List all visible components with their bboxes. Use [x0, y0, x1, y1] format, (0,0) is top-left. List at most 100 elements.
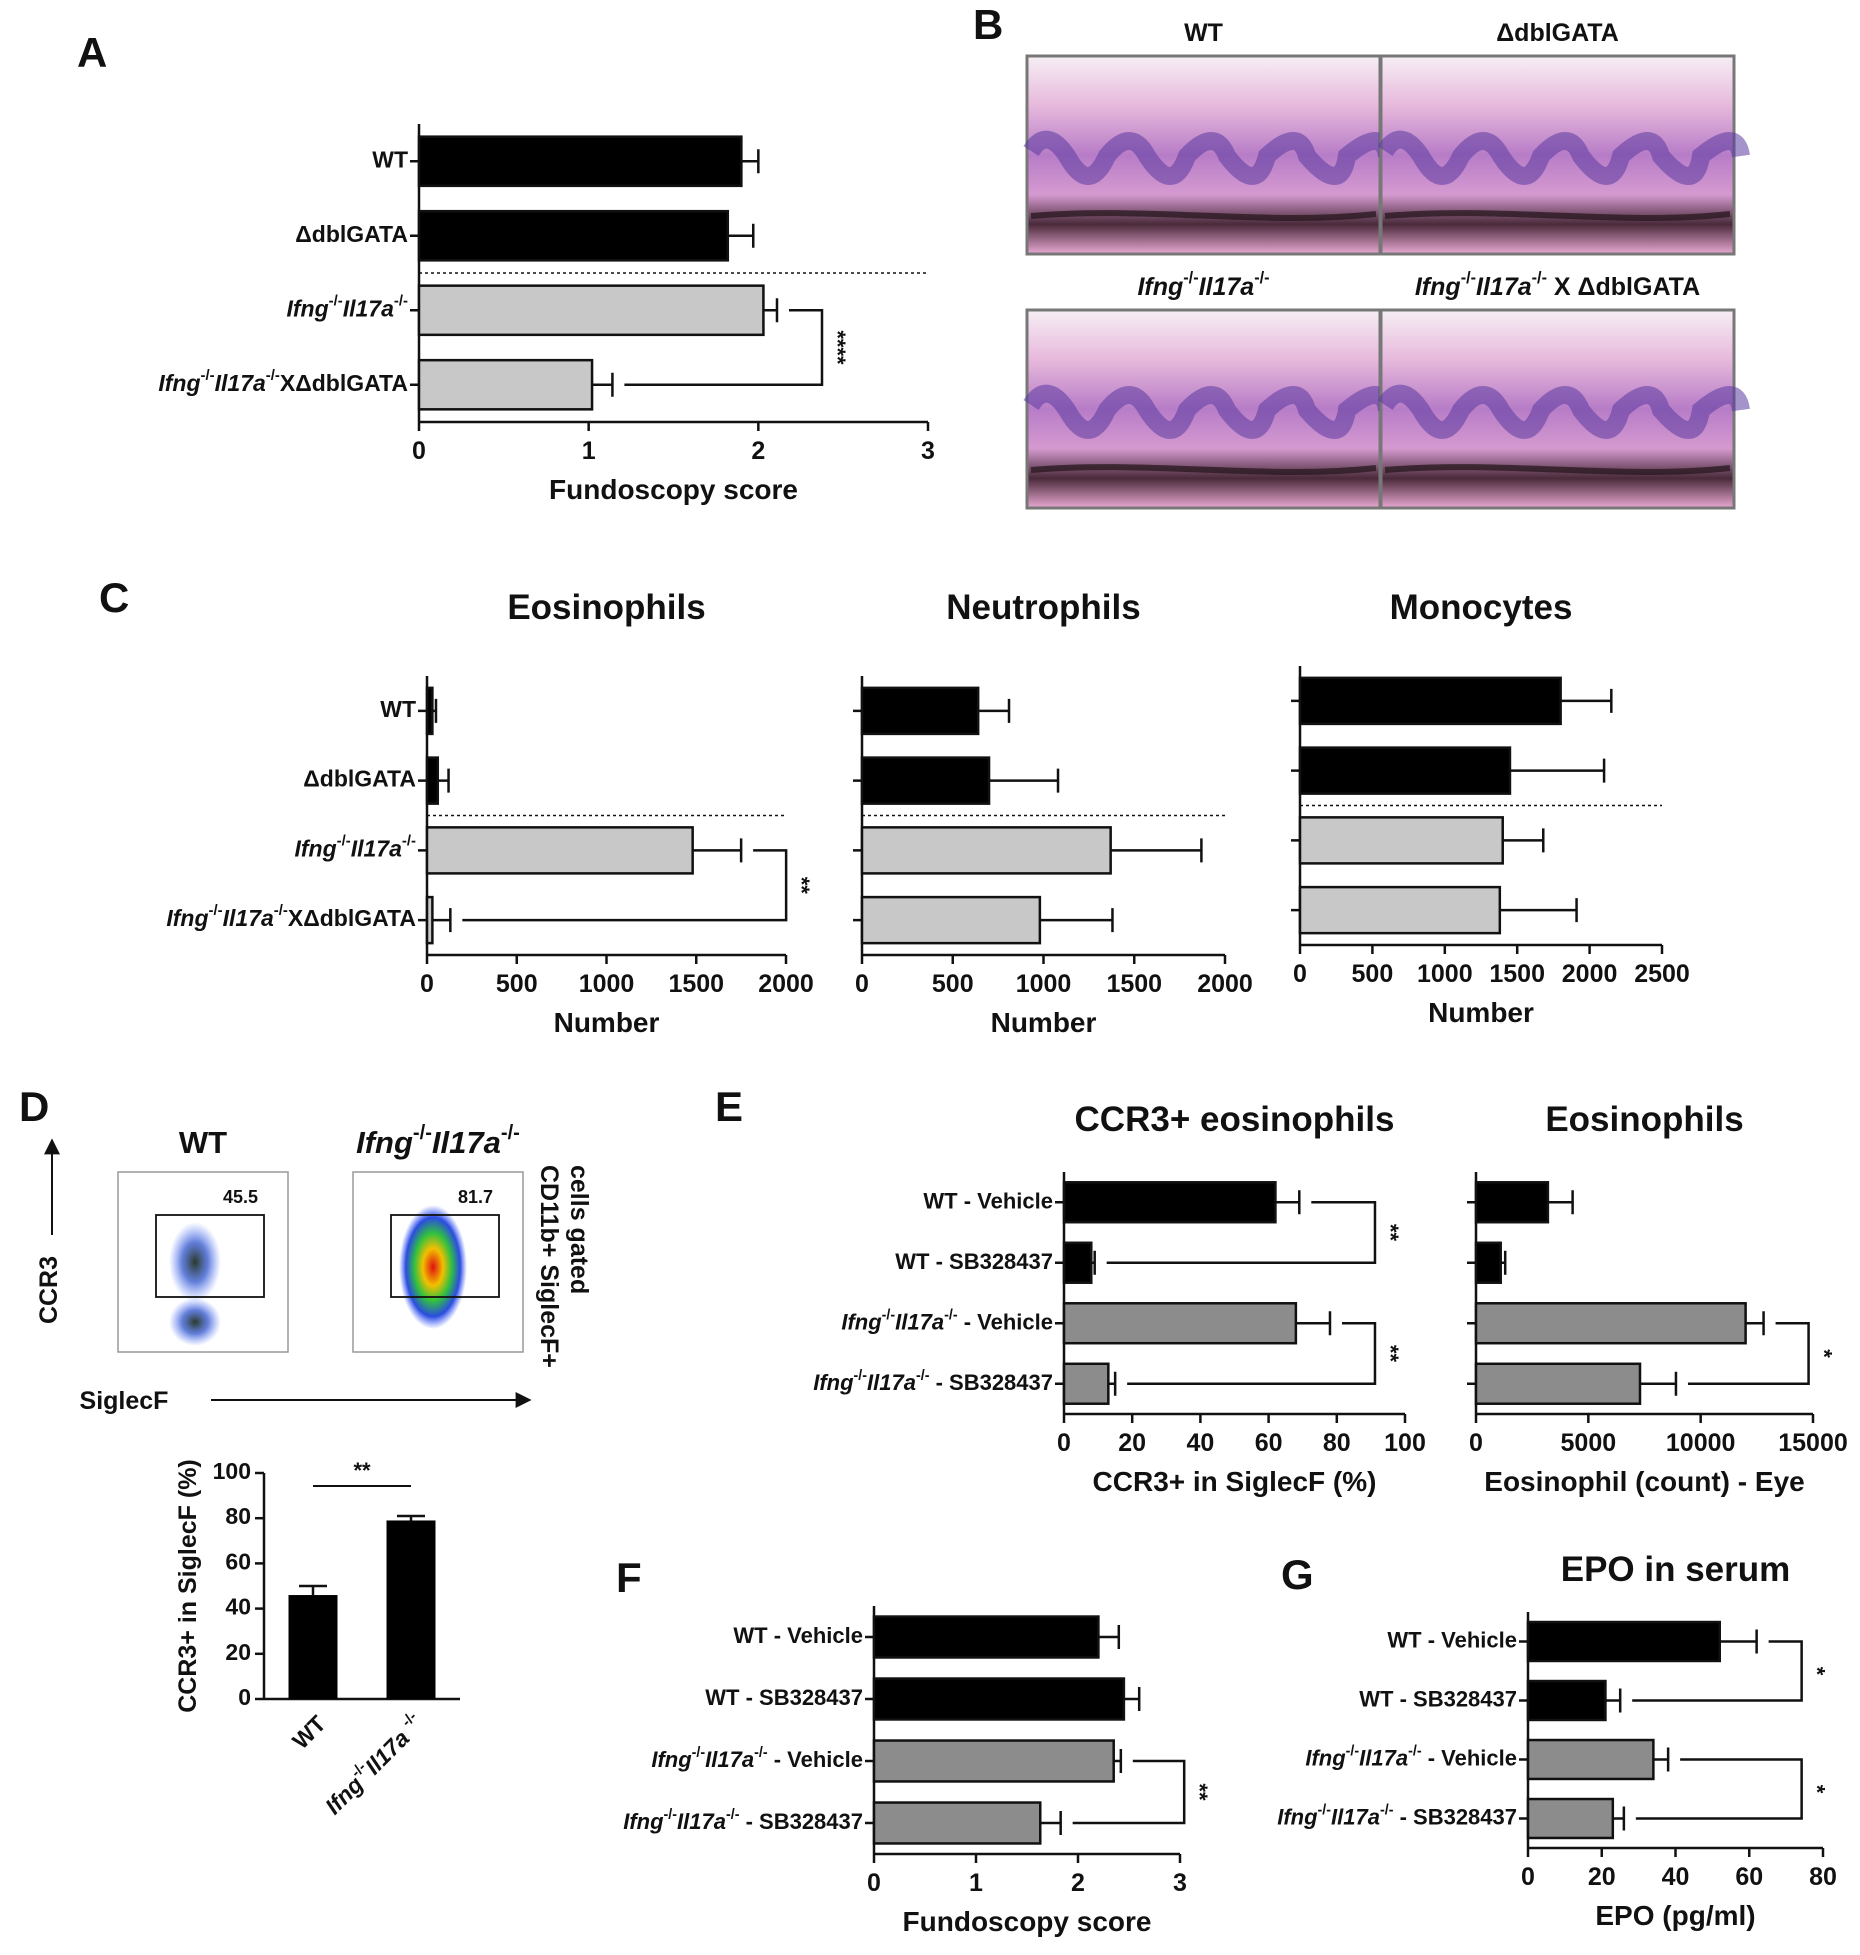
- histology-image: [1379, 308, 1736, 510]
- significance-label: *: [1812, 1349, 1837, 1358]
- x-tick-label: 60: [1735, 1863, 1763, 1891]
- error-bar: [1502, 828, 1545, 853]
- bar: [872, 1801, 1042, 1845]
- error-bar: [1612, 1806, 1626, 1831]
- x-tick-label: 0: [1293, 960, 1307, 988]
- image-title: Ifng-/-Il17a-/-: [1137, 269, 1269, 300]
- significance-bracket: [1632, 1640, 1803, 1702]
- x-axis-label: Number: [554, 1007, 660, 1038]
- bar: [872, 1677, 1126, 1721]
- category-label: WT - Vehicle: [923, 1188, 1053, 1213]
- tissue-layer: [1023, 384, 1396, 439]
- bar: [860, 826, 1112, 875]
- bar: [1062, 1362, 1110, 1405]
- x-tick-label: 2: [1071, 1869, 1085, 1897]
- panel-letter: D: [19, 1083, 49, 1130]
- error-bar: [1275, 1190, 1301, 1215]
- error-bar: [1605, 1688, 1622, 1713]
- error-bar: [432, 698, 438, 723]
- x-tick-label: 0: [1469, 1429, 1483, 1457]
- y-axis-label: CCR3+ in SiglecF (%): [174, 1459, 202, 1713]
- flow-density: [169, 1298, 221, 1346]
- panel-letter: F: [616, 1554, 642, 1601]
- bar: [1062, 1241, 1093, 1284]
- image-title: WT: [1184, 19, 1223, 47]
- bar: [1526, 1738, 1655, 1781]
- category-label: Ifng-/-Il17a-/-XΔdblGATA: [166, 903, 416, 932]
- significance-bracket: [462, 849, 788, 922]
- gate-value: 45.5: [223, 1187, 258, 1207]
- category-label: WT: [372, 146, 408, 172]
- bar: [1474, 1181, 1550, 1224]
- bar: [417, 358, 594, 411]
- chart-title: Monocytes: [1390, 588, 1573, 627]
- error-bar: [1560, 688, 1613, 713]
- chart-title: Eosinophils: [507, 588, 705, 627]
- error-bar: [432, 908, 452, 933]
- bar: [1298, 816, 1504, 865]
- error-bar: [1295, 1311, 1332, 1336]
- x-tick-label: 1500: [1489, 960, 1545, 988]
- error-bar: [1108, 1371, 1117, 1396]
- flow-density: [399, 1205, 467, 1329]
- bar: [1474, 1362, 1642, 1405]
- x-axis-label: CCR3+ in SiglecF (%): [1093, 1466, 1377, 1497]
- error-bar: [592, 372, 614, 397]
- x-axis-label: EPO (pg/ml): [1595, 1900, 1755, 1931]
- gating-note: cells gated: [565, 1165, 593, 1294]
- significance-label: **: [789, 877, 814, 895]
- error-bar: [1547, 1190, 1574, 1215]
- error-bar: [1098, 1625, 1121, 1649]
- panel-letter: E: [715, 1083, 743, 1130]
- category-label: WT - Vehicle: [733, 1623, 863, 1648]
- error-bar: [763, 298, 779, 323]
- tissue-layer: [1030, 210, 1377, 221]
- significance-bracket: [1106, 1201, 1377, 1264]
- bar: [1062, 1302, 1298, 1345]
- tissue-layer: [1384, 210, 1731, 221]
- bar: [1526, 1797, 1615, 1840]
- error-bar: [727, 223, 755, 248]
- x-tick-label: 2500: [1634, 960, 1690, 988]
- bar: [860, 756, 991, 805]
- error-bar: [1040, 1811, 1062, 1835]
- category-label: Ifng-/-Il17a-/-: [286, 293, 408, 322]
- category-label: WT: [380, 696, 416, 722]
- tissue-layer: [1023, 130, 1396, 185]
- x-tick-label: 0: [420, 970, 434, 998]
- x-tick-label: 500: [1352, 960, 1394, 988]
- error-bar: [1745, 1311, 1765, 1336]
- histology-image: [1379, 54, 1736, 256]
- x-tick-label: 40: [1186, 1429, 1214, 1457]
- x-tick-label: 5000: [1561, 1429, 1617, 1457]
- category-label: Ifng-/-Il17a -/-: [318, 1709, 429, 1820]
- significance-bracket: [1635, 1758, 1803, 1820]
- chart-title: Neutrophils: [946, 588, 1140, 627]
- bar: [386, 1520, 436, 1699]
- bar: [417, 135, 743, 188]
- x-tick-label: 10000: [1666, 1429, 1736, 1457]
- x-tick-label: 0: [867, 1869, 881, 1897]
- x-axis-label: Number: [1428, 997, 1534, 1028]
- bar: [1062, 1181, 1277, 1224]
- bar: [860, 895, 1042, 945]
- x-tick-label: 0: [412, 437, 426, 465]
- error-bar: [978, 698, 1011, 723]
- flow-x-label: SiglecF: [80, 1387, 169, 1415]
- x-tick-label: 20: [1588, 1863, 1616, 1891]
- bar: [1298, 746, 1512, 795]
- error-bar: [1640, 1371, 1678, 1396]
- x-tick-label: 80: [1809, 1863, 1837, 1891]
- error-bar: [1113, 1749, 1123, 1773]
- x-axis-label: Number: [991, 1007, 1097, 1038]
- error-bar: [1091, 1250, 1096, 1275]
- x-tick-label: 0: [1521, 1863, 1535, 1891]
- tissue-layer: [1377, 384, 1750, 439]
- x-tick-label: 1000: [579, 970, 635, 998]
- x-axis-label: Fundoscopy score: [903, 1906, 1152, 1937]
- bar: [417, 284, 765, 337]
- error-bar: [1509, 758, 1606, 783]
- flow-gate: [155, 1214, 265, 1298]
- x-tick-label: 0: [855, 970, 869, 998]
